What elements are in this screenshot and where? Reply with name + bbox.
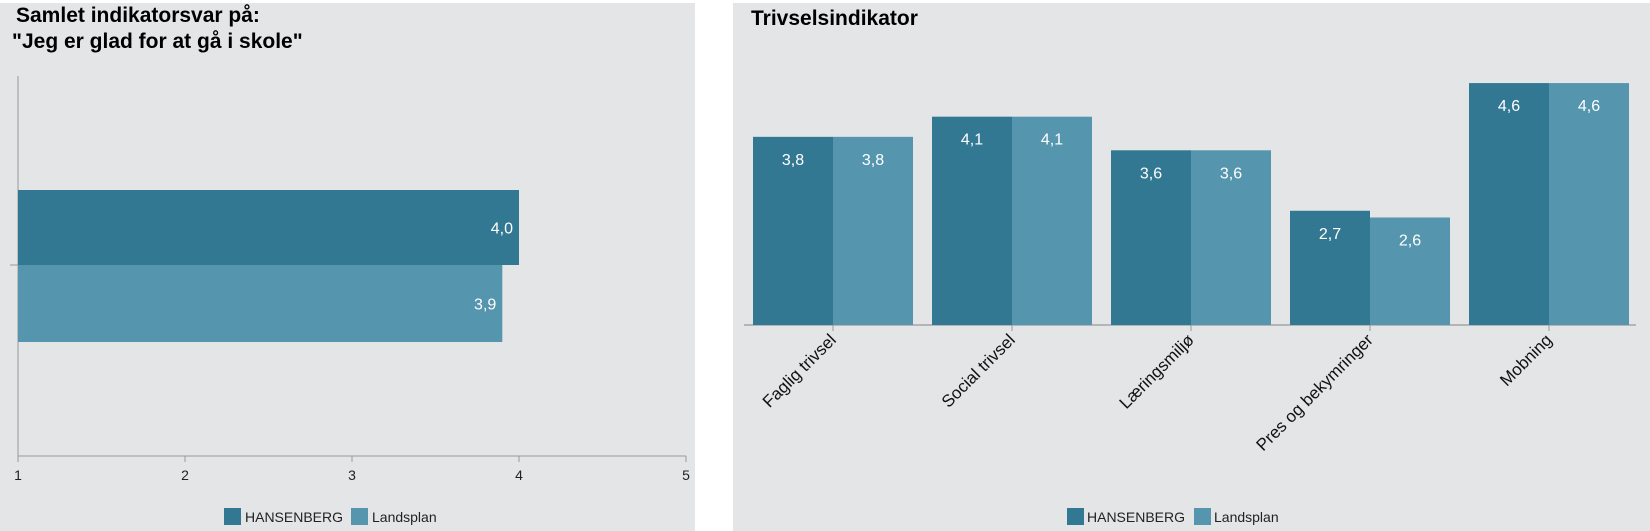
bar-value-label: 2,6	[1399, 232, 1421, 249]
bar-hansenberg	[753, 136, 833, 325]
legend-swatch-landsplan	[351, 508, 368, 525]
bar-value-label: 4,1	[1041, 132, 1063, 149]
bar-landsplan	[1012, 116, 1092, 326]
legend-label-landsplan: Landsplan	[1214, 509, 1279, 525]
legend-label-hansenberg: HANSENBERG	[1087, 509, 1185, 525]
bar-hansenberg	[1111, 150, 1191, 325]
left-chart: Samlet indikatorsvar på: "Jeg er glad fo…	[10, 4, 690, 525]
x-tick-label: 5	[682, 467, 690, 483]
bar-landsplan	[18, 265, 503, 342]
bar-hansenberg	[18, 190, 519, 265]
left-legend: HANSENBERG Landsplan	[224, 508, 437, 525]
bar-landsplan	[1549, 83, 1629, 325]
legend-label-hansenberg: HANSENBERG	[245, 509, 343, 525]
bar-value-label: 3,8	[862, 152, 884, 169]
legend-swatch-hansenberg	[224, 508, 241, 525]
bar-value-label: 4,6	[1578, 98, 1600, 115]
legend-label-landsplan: Landsplan	[372, 509, 437, 525]
bar-value-label: 3,8	[782, 152, 804, 169]
legend-swatch-hansenberg	[1067, 508, 1084, 525]
bar-value-label: 4,0	[491, 221, 513, 238]
legend-swatch-landsplan	[1194, 508, 1211, 525]
bar-landsplan	[1191, 150, 1271, 325]
bar-value-label: 3,6	[1220, 165, 1242, 182]
bar-value-label: 3,6	[1140, 165, 1162, 182]
bar-hansenberg	[932, 116, 1012, 326]
bar-value-label: 4,1	[961, 132, 983, 149]
x-tick-label: 2	[181, 467, 189, 483]
x-tick-label: 4	[515, 467, 523, 483]
left-chart-title-line-2: "Jeg er glad for at gå i skole"	[12, 30, 303, 53]
bar-hansenberg	[1469, 83, 1549, 325]
right-chart-title: Trivselsindikator	[751, 7, 918, 30]
left-chart-title-line-1: Samlet indikatorsvar på:	[16, 4, 260, 27]
x-tick-label: 1	[14, 467, 22, 483]
right-legend: HANSENBERG Landsplan	[1067, 508, 1279, 525]
bar-hansenberg	[1290, 210, 1370, 325]
bar-landsplan	[833, 136, 913, 325]
bar-value-label: 2,7	[1319, 226, 1341, 243]
bar-value-label: 4,6	[1498, 98, 1520, 115]
bar-value-label: 3,9	[474, 297, 496, 314]
x-tick-label: 3	[348, 467, 356, 483]
bar-landsplan	[1370, 217, 1450, 325]
